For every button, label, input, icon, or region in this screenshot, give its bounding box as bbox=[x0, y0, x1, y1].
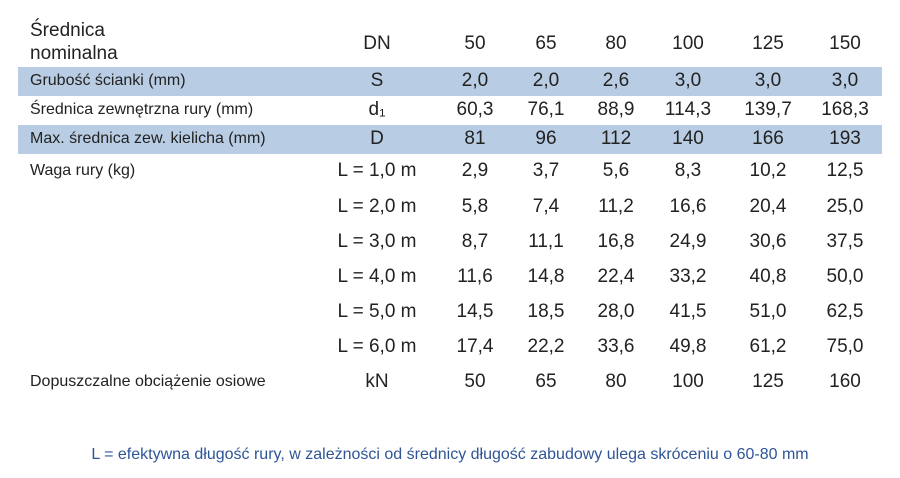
unit: D bbox=[370, 128, 384, 149]
cell: 5,6 bbox=[602, 160, 630, 181]
cell: 28,0 bbox=[597, 301, 635, 322]
cell: 140 bbox=[672, 128, 704, 149]
cell: 41,5 bbox=[669, 301, 707, 322]
cell: 160 bbox=[829, 371, 861, 392]
cell: 11,1 bbox=[528, 231, 564, 252]
cell: 168,3 bbox=[821, 99, 869, 120]
cell: 3,7 bbox=[532, 160, 560, 181]
cell: 33,2 bbox=[669, 266, 707, 287]
cell: 50 bbox=[464, 33, 486, 54]
cell: 8,7 bbox=[461, 231, 489, 252]
row-label: Grubość ścianki (mm) bbox=[30, 72, 186, 89]
cell: 49,8 bbox=[669, 336, 707, 357]
unit: L = 2,0 m bbox=[337, 196, 417, 217]
cell: 3,0 bbox=[754, 70, 782, 91]
cell: 100 bbox=[672, 33, 704, 54]
cell: 112 bbox=[600, 128, 632, 149]
unit: L = 4,0 m bbox=[337, 266, 417, 287]
cell: 96 bbox=[535, 128, 557, 149]
row-highlight bbox=[18, 124, 882, 154]
unit: DN bbox=[363, 33, 391, 54]
footnote: L = efektywna długość rury, w zależności… bbox=[91, 446, 809, 463]
cell: 3,0 bbox=[831, 70, 859, 91]
unit: kN bbox=[365, 371, 389, 392]
unit: L = 5,0 m bbox=[337, 301, 417, 322]
cell: 24,9 bbox=[669, 231, 707, 252]
cell: 3,0 bbox=[674, 70, 702, 91]
cell: 11,6 bbox=[457, 266, 493, 287]
cell: 166 bbox=[752, 128, 784, 149]
cell: 80 bbox=[605, 371, 627, 392]
unit: S bbox=[370, 70, 384, 91]
cell: 16,6 bbox=[669, 196, 707, 217]
cell: 7,4 bbox=[532, 196, 560, 217]
cell: 22,2 bbox=[527, 336, 565, 357]
unit: d₁ bbox=[368, 99, 386, 120]
cell: 125 bbox=[752, 371, 784, 392]
cell: 125 bbox=[752, 33, 784, 54]
cell: 65 bbox=[535, 33, 557, 54]
cell: 2,0 bbox=[532, 70, 560, 91]
cell: 16,8 bbox=[597, 231, 635, 252]
cell: 11,2 bbox=[598, 196, 634, 217]
cell: 2,6 bbox=[602, 70, 630, 91]
cell: 22,4 bbox=[597, 266, 635, 287]
cell: 51,0 bbox=[749, 301, 787, 322]
header-label: Średnica nominalna bbox=[30, 20, 118, 64]
cell: 100 bbox=[672, 371, 704, 392]
cell: 40,8 bbox=[749, 266, 787, 287]
cell: 114,3 bbox=[664, 99, 712, 120]
cell: 61,2 bbox=[749, 336, 787, 357]
cell: 12,5 bbox=[826, 160, 864, 181]
cell: 8,3 bbox=[674, 160, 702, 181]
cell: 62,5 bbox=[826, 301, 864, 322]
cell: 60,3 bbox=[456, 99, 494, 120]
cell: 139,7 bbox=[744, 99, 792, 120]
cell: 65 bbox=[535, 371, 557, 392]
cell: 17,4 bbox=[456, 336, 494, 357]
cell: 2,0 bbox=[461, 70, 489, 91]
unit: L = 3,0 m bbox=[337, 231, 417, 252]
cell: 150 bbox=[829, 33, 861, 54]
cell: 33,6 bbox=[597, 336, 635, 357]
cell: 14,8 bbox=[527, 266, 565, 287]
cell: 75,0 bbox=[826, 336, 864, 357]
unit: L = 6,0 m bbox=[337, 336, 417, 357]
cell: 193 bbox=[829, 128, 861, 149]
cell: 50,0 bbox=[826, 266, 864, 287]
cell: 81 bbox=[464, 128, 486, 149]
cell: 14,5 bbox=[456, 301, 494, 322]
unit: L = 1,0 m bbox=[337, 160, 417, 181]
cell: 50 bbox=[464, 371, 486, 392]
cell: 2,9 bbox=[461, 160, 489, 181]
row-label: Średnica zewnętrzna rury (mm) bbox=[30, 101, 254, 118]
cell: 5,8 bbox=[461, 196, 489, 217]
row-label: Dopuszczalne obciążenie osiowe bbox=[30, 373, 266, 390]
cell: 20,4 bbox=[749, 196, 787, 217]
cell: 25,0 bbox=[826, 196, 864, 217]
cell: 88,9 bbox=[597, 99, 635, 120]
cell: 76,1 bbox=[527, 99, 565, 120]
cell: 10,2 bbox=[749, 160, 787, 181]
cell: 30,6 bbox=[749, 231, 787, 252]
cell: 37,5 bbox=[826, 231, 864, 252]
row-highlight bbox=[18, 66, 882, 96]
cell: 80 bbox=[605, 33, 627, 54]
row-label: Max. średnica zew. kielicha (mm) bbox=[30, 130, 266, 147]
row-label: Waga rury (kg) bbox=[30, 162, 136, 179]
cell: 18,5 bbox=[527, 301, 565, 322]
